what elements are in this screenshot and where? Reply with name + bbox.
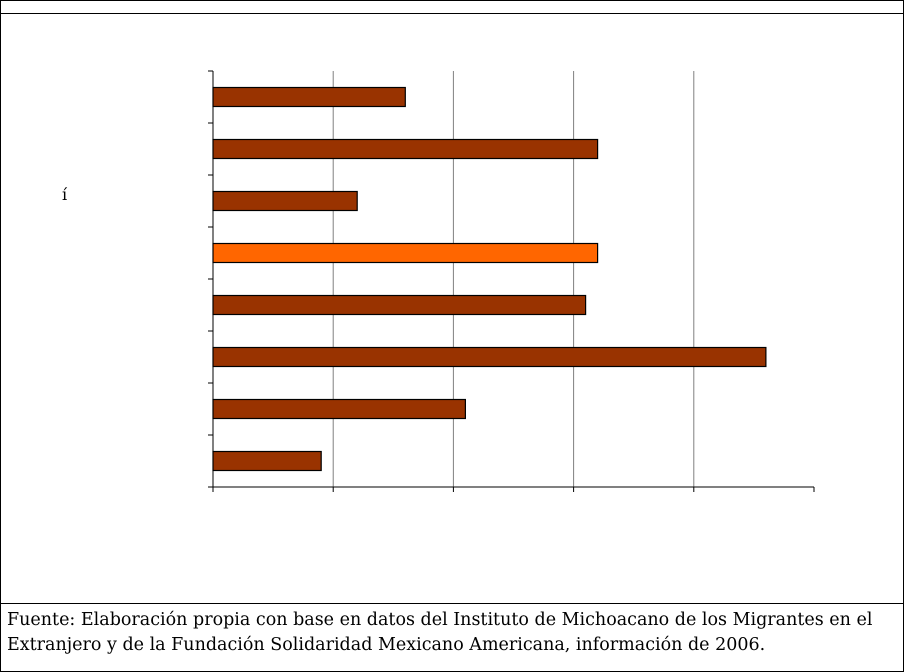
bar — [212, 190, 358, 212]
caption-divider — [0, 603, 904, 604]
bar — [212, 346, 767, 368]
gridlines — [332, 71, 695, 487]
top-border-line — [0, 13, 904, 14]
bar — [212, 242, 599, 264]
bar — [212, 398, 466, 420]
bar — [212, 138, 599, 160]
bar-chart — [208, 70, 815, 492]
source-caption: Fuente: Elaboración propia con base en d… — [7, 610, 873, 655]
bar — [212, 86, 406, 108]
bar — [212, 294, 587, 316]
axes — [208, 70, 815, 492]
stray-label: í — [62, 185, 68, 204]
bar-series — [212, 86, 767, 472]
bar — [212, 450, 322, 472]
